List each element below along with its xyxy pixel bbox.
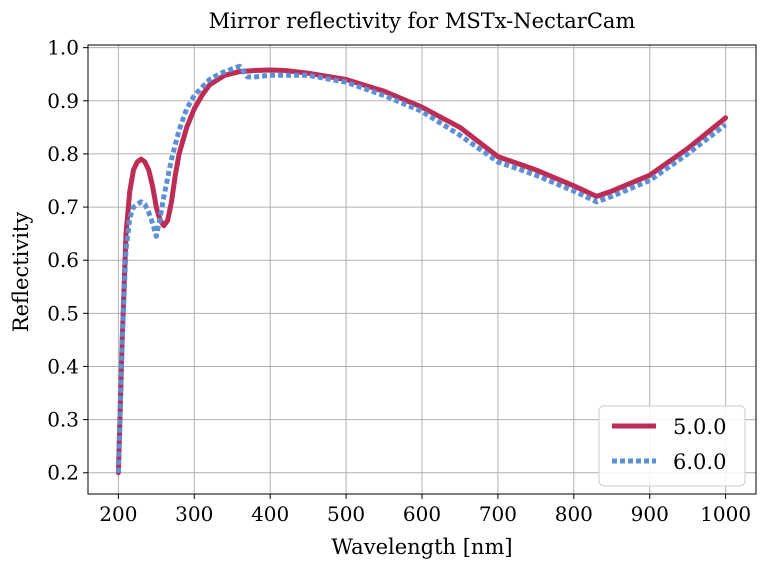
x-tick-label: 300 — [175, 502, 213, 526]
y-tick-label: 0.5 — [47, 301, 79, 325]
series-lines — [115, 63, 729, 476]
y-tick-label: 0.2 — [47, 461, 79, 485]
x-tick-label: 900 — [631, 502, 669, 526]
y-tick-label: 0.4 — [47, 354, 79, 378]
series-line-6-0-0 — [115, 63, 728, 473]
x-tick-label: 200 — [99, 502, 137, 526]
legend-label-5-0-0: 5.0.0 — [673, 415, 726, 439]
x-tick-label: 1000 — [700, 502, 751, 526]
y-axis-label: Reflectivity — [9, 212, 33, 333]
legend: 5.0.0 6.0.0 — [598, 405, 746, 487]
axis-ticks: 200 300 400 500 600 700 800 900 1000 0.2 0.3 0.4 0.5… — [47, 36, 751, 526]
x-tick-label: 600 — [403, 502, 441, 526]
grid — [88, 45, 756, 494]
x-tick-label: 400 — [251, 502, 289, 526]
y-tick-label: 0.7 — [47, 195, 79, 219]
x-tick-label: 500 — [327, 502, 365, 526]
series-line-5-0-0 — [115, 67, 729, 476]
y-tick-label: 0.3 — [47, 408, 79, 432]
y-tick-label: 1.0 — [47, 36, 79, 60]
y-tick-label: 0.9 — [47, 89, 79, 113]
y-tick-label: 0.8 — [47, 142, 79, 166]
x-tick-label: 800 — [555, 502, 593, 526]
legend-label-6-0-0: 6.0.0 — [673, 450, 726, 474]
x-axis-label: Wavelength [nm] — [331, 535, 512, 559]
y-tick-label: 0.6 — [47, 248, 79, 272]
x-tick-label: 700 — [479, 502, 517, 526]
chart-title: Mirror reflectivity for MSTx-NectarCam — [209, 9, 636, 33]
